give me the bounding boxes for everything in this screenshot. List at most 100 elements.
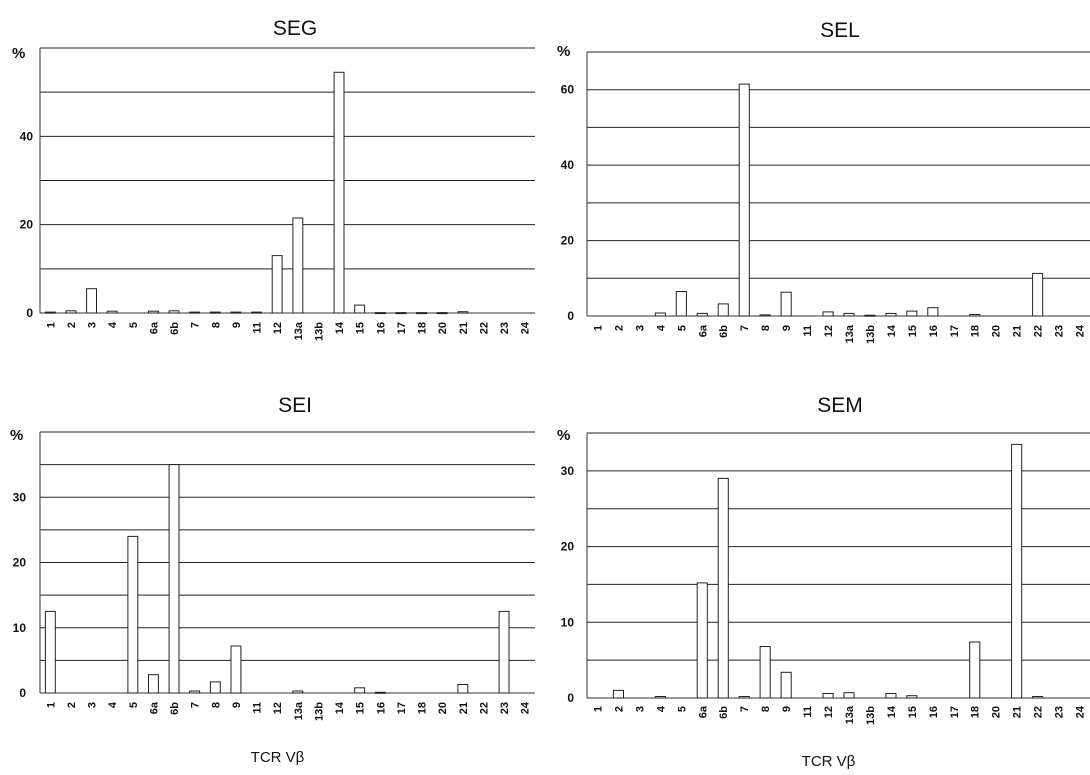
x-tick-label: 6b	[718, 325, 730, 338]
y-tick-label: 20	[13, 556, 27, 570]
x-tick-label: 11	[802, 706, 814, 718]
x-tick-label: 8	[760, 325, 772, 331]
bar-13b	[864, 314, 876, 317]
x-tick-label: 2	[66, 322, 78, 328]
x-tick-label: 6a	[148, 701, 160, 714]
x-tick-label: 3	[87, 702, 99, 708]
bar-16	[374, 691, 386, 694]
bar-4	[106, 310, 118, 314]
bar-7	[738, 83, 750, 317]
x-tick-label: 20	[437, 322, 449, 334]
bar-13a	[292, 690, 304, 694]
x-tick-label: 13a	[293, 701, 305, 720]
bar-6b	[168, 464, 180, 694]
x-tick-label: 9	[231, 702, 243, 708]
bar-21	[1011, 443, 1023, 699]
y-axis-label: %	[10, 427, 23, 444]
x-tick-label: 12	[823, 706, 835, 718]
x-tick-label: 21	[458, 702, 470, 714]
x-tick-label: 7	[190, 322, 202, 328]
x-tick-label: 13b	[865, 706, 877, 725]
bar-6b	[168, 310, 180, 314]
x-tick-label: 14	[334, 701, 346, 714]
bar-12	[822, 693, 834, 699]
x-tick-label: 22	[1033, 706, 1045, 718]
bar-17	[395, 312, 407, 315]
x-tick-label: 17	[949, 706, 961, 718]
x-tick-label: 1	[45, 702, 57, 708]
bar-15	[354, 687, 366, 694]
bar-6a	[696, 312, 708, 317]
bar-15	[906, 310, 918, 317]
x-tick-label: 18	[417, 322, 429, 334]
bar-16	[927, 307, 939, 317]
chart-title: SEL	[820, 19, 860, 42]
bar-22	[1032, 696, 1044, 699]
x-tick-label: 22	[478, 322, 490, 334]
y-tick-label: 20	[561, 234, 575, 248]
x-tick-label: 15	[355, 322, 367, 334]
y-axis-label: %	[12, 45, 25, 62]
x-tick-label: 14	[886, 705, 898, 718]
bar-18	[969, 641, 981, 699]
x-tick-label: 3	[634, 706, 646, 712]
x-tick-label: 6a	[697, 705, 709, 718]
x-tick-label: 20	[991, 325, 1003, 337]
bar-4	[654, 696, 666, 699]
x-tick-label: 16	[928, 706, 940, 718]
x-tick-label: 11	[252, 322, 264, 334]
y-tick-label: 40	[20, 129, 34, 143]
bar-5	[675, 291, 687, 317]
x-tick-label: 24	[520, 321, 532, 334]
bar-8	[209, 681, 221, 694]
bar-22	[1032, 272, 1044, 317]
x-tick-label: 9	[781, 706, 793, 712]
bar-3	[86, 288, 97, 314]
x-tick-label: 6a	[697, 324, 709, 337]
x-tick-label: 5	[676, 706, 688, 712]
x-axis-label: TCR Vβ	[251, 749, 305, 766]
x-tick-label: 20	[991, 706, 1003, 718]
x-tick-label: 5	[128, 702, 140, 708]
x-tick-label: 8	[760, 706, 772, 712]
x-tick-label: 9	[231, 322, 243, 328]
bar-13a	[843, 312, 855, 317]
bar-8	[209, 311, 221, 314]
y-tick-label: 20	[561, 540, 575, 554]
bar-16	[374, 312, 386, 315]
x-tick-label: 6b	[718, 706, 730, 719]
x-tick-label: 4	[107, 701, 119, 708]
bar-4	[654, 312, 666, 317]
x-tick-label: 15	[355, 702, 367, 714]
x-tick-label: 5	[128, 322, 140, 328]
x-tick-label: 15	[907, 706, 919, 718]
x-tick-label: 15	[907, 325, 919, 337]
x-tick-label: 23	[499, 702, 511, 714]
bar-6a	[696, 582, 708, 699]
bar-1	[44, 311, 56, 314]
x-tick-label: 24	[1075, 324, 1087, 337]
x-tick-label: 22	[1033, 325, 1045, 337]
bar-21	[457, 684, 469, 694]
x-tick-label: 21	[458, 322, 470, 334]
y-tick-label: 60	[561, 83, 575, 97]
bar-6a	[148, 310, 159, 314]
x-tick-label: 4	[655, 705, 667, 712]
x-tick-label: 13b	[865, 325, 877, 344]
x-axis-label: TCR Vβ	[802, 753, 856, 770]
bar-14	[333, 71, 345, 314]
y-tick-label: 30	[561, 464, 575, 478]
x-tick-label: 9	[781, 325, 793, 331]
y-tick-label: 20	[20, 218, 34, 232]
x-tick-label: 3	[87, 322, 99, 328]
x-tick-label: 8	[210, 702, 222, 708]
x-tick-label: 2	[66, 702, 78, 708]
bar-9	[780, 291, 792, 317]
x-tick-label: 6a	[148, 321, 160, 334]
bar-7	[189, 690, 201, 694]
bar-14	[885, 693, 897, 699]
